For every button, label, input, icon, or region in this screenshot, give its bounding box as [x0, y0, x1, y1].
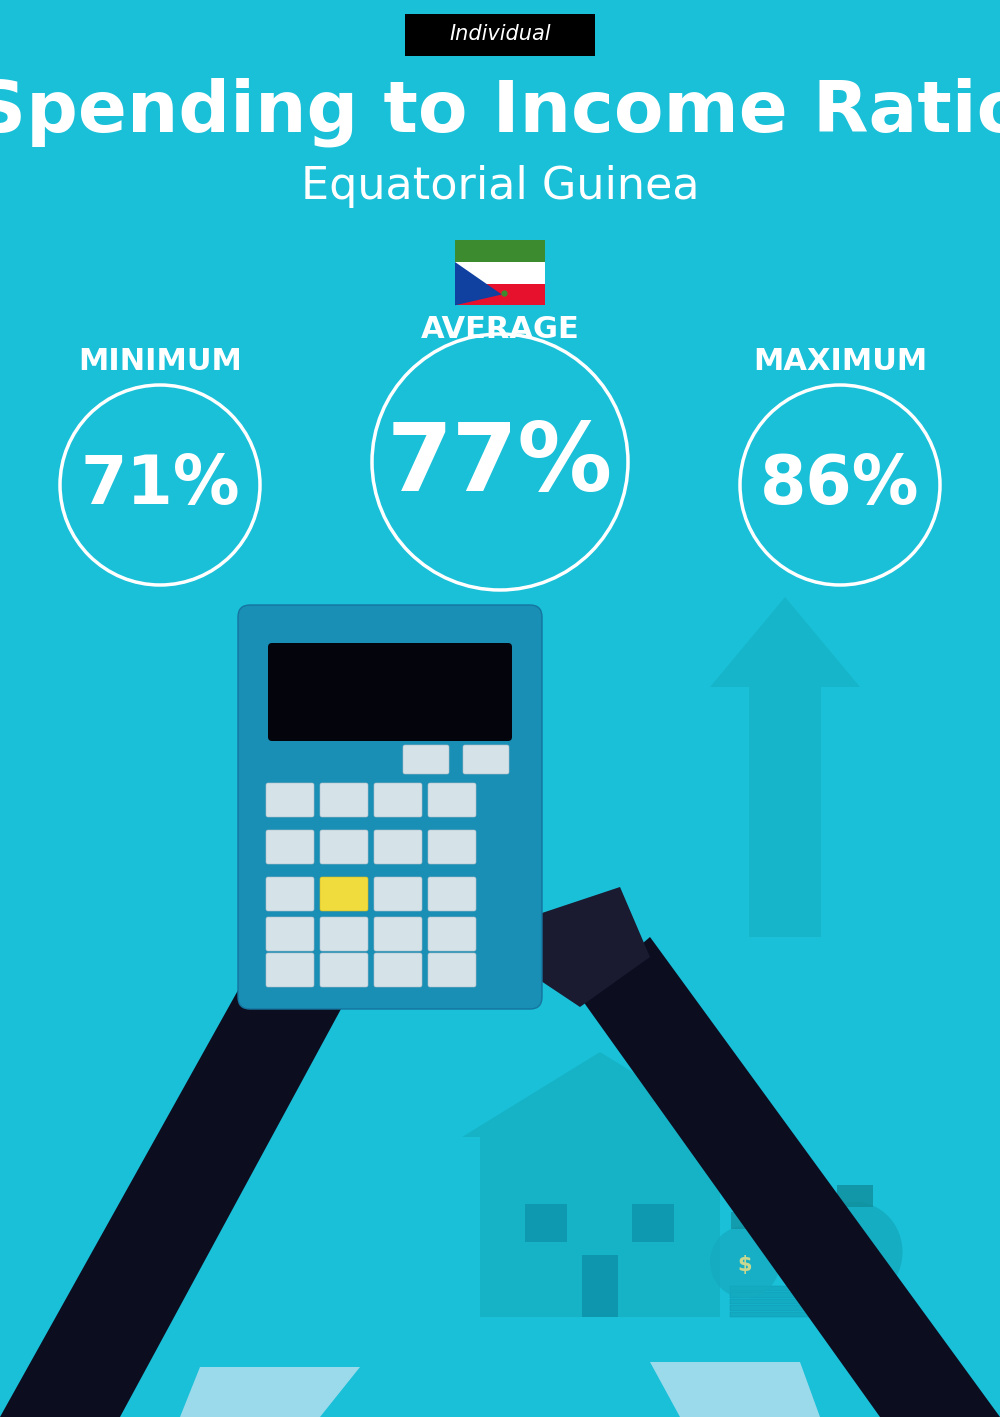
- Polygon shape: [360, 808, 490, 857]
- Polygon shape: [580, 937, 1000, 1417]
- Polygon shape: [650, 1362, 820, 1417]
- Text: 71%: 71%: [80, 452, 240, 519]
- Polygon shape: [520, 887, 650, 1007]
- FancyBboxPatch shape: [374, 830, 422, 864]
- FancyBboxPatch shape: [428, 917, 476, 951]
- FancyBboxPatch shape: [320, 917, 368, 951]
- FancyBboxPatch shape: [238, 605, 542, 1009]
- FancyBboxPatch shape: [374, 784, 422, 818]
- FancyBboxPatch shape: [374, 917, 422, 951]
- Bar: [455, 262, 545, 283]
- Bar: [525, 1204, 567, 1241]
- FancyBboxPatch shape: [266, 877, 314, 911]
- Bar: [730, 1298, 830, 1304]
- Polygon shape: [180, 1367, 360, 1417]
- Text: MINIMUM: MINIMUM: [78, 347, 242, 377]
- FancyBboxPatch shape: [463, 745, 509, 774]
- Bar: [632, 1204, 674, 1241]
- Bar: [730, 1305, 830, 1311]
- FancyBboxPatch shape: [266, 784, 314, 818]
- Text: MAXIMUM: MAXIMUM: [753, 347, 927, 377]
- FancyBboxPatch shape: [374, 954, 422, 988]
- FancyBboxPatch shape: [320, 830, 368, 864]
- Bar: [650, 1050, 672, 1102]
- Text: $: $: [738, 1255, 752, 1275]
- Text: AVERAGE: AVERAGE: [421, 315, 579, 343]
- FancyBboxPatch shape: [374, 877, 422, 911]
- Text: 86%: 86%: [760, 452, 920, 519]
- Polygon shape: [455, 262, 502, 305]
- Text: $: $: [844, 1243, 866, 1271]
- Bar: [455, 241, 545, 262]
- Polygon shape: [462, 1051, 738, 1136]
- Polygon shape: [365, 657, 475, 727]
- Text: 77%: 77%: [387, 419, 613, 512]
- FancyBboxPatch shape: [268, 643, 512, 741]
- Bar: [730, 1312, 830, 1316]
- FancyBboxPatch shape: [266, 954, 314, 988]
- Text: Equatorial Guinea: Equatorial Guinea: [301, 166, 699, 208]
- Bar: [730, 1292, 830, 1298]
- Ellipse shape: [710, 1226, 780, 1298]
- FancyBboxPatch shape: [320, 784, 368, 818]
- FancyBboxPatch shape: [266, 917, 314, 951]
- FancyBboxPatch shape: [428, 830, 476, 864]
- Bar: [582, 1255, 618, 1316]
- Bar: [749, 687, 821, 937]
- Text: Spending to Income Ratio: Spending to Income Ratio: [0, 78, 1000, 147]
- Bar: [392, 727, 448, 966]
- FancyBboxPatch shape: [320, 877, 368, 911]
- FancyBboxPatch shape: [320, 954, 368, 988]
- Polygon shape: [0, 897, 380, 1417]
- Bar: [731, 1212, 759, 1229]
- Polygon shape: [290, 847, 450, 942]
- FancyBboxPatch shape: [428, 784, 476, 818]
- Bar: [730, 1285, 830, 1291]
- Bar: [837, 1185, 873, 1207]
- Ellipse shape: [808, 1202, 903, 1302]
- FancyBboxPatch shape: [266, 830, 314, 864]
- FancyBboxPatch shape: [403, 745, 449, 774]
- Bar: [480, 1136, 720, 1316]
- Bar: [455, 283, 545, 305]
- FancyBboxPatch shape: [428, 877, 476, 911]
- FancyBboxPatch shape: [405, 14, 595, 57]
- Text: Individual: Individual: [449, 24, 551, 44]
- Polygon shape: [710, 597, 860, 687]
- FancyBboxPatch shape: [428, 954, 476, 988]
